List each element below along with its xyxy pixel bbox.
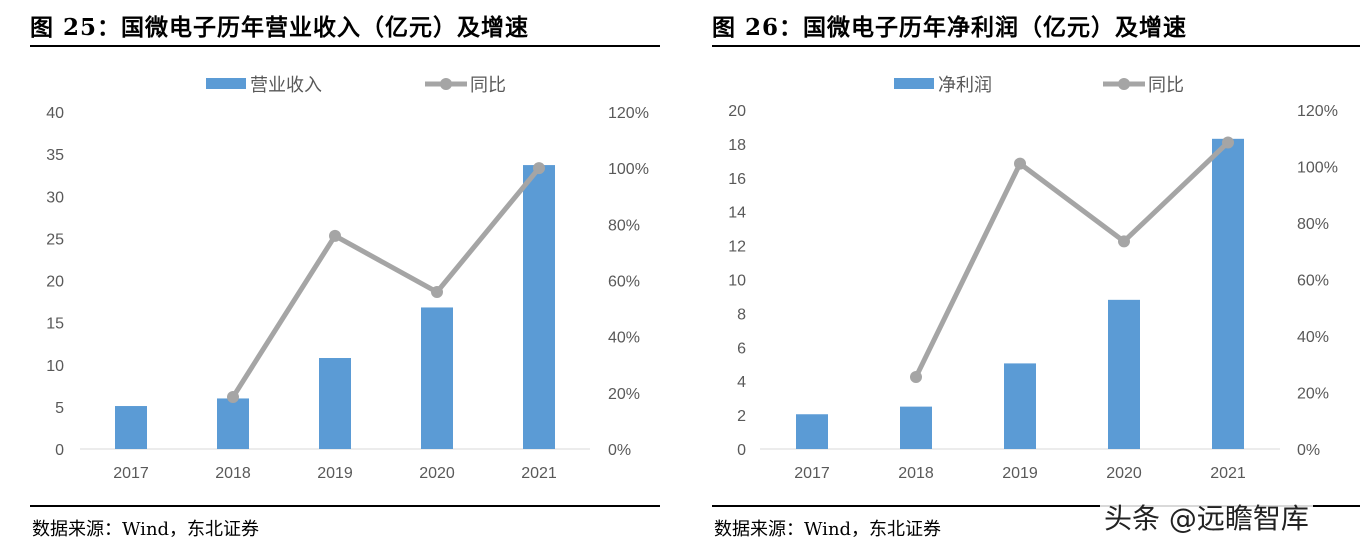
title-rule-1 [30,45,660,47]
y2-tick-label: 120% [1297,103,1338,120]
y2-tick-label: 20% [608,386,640,403]
chart-title-1: 图 25：国微电子历年营业收入（亿元）及增速 [30,14,530,41]
bar-2018 [217,398,249,449]
bar-2019 [319,358,351,449]
y-tick-label: 40 [46,105,64,122]
y-tick-label: 8 [737,306,746,323]
x-tick-label: 2017 [794,465,830,482]
growth-point [227,391,239,404]
y2-tick-label: 80% [608,217,640,234]
x-tick-label: 2018 [215,465,251,482]
legend-line-marker [1118,78,1130,90]
growth-point [329,229,341,242]
y-tick-label: 16 [728,171,746,188]
x-tick-label: 2019 [1002,465,1038,482]
source-text-2: 数据来源：Wind，东北证券 [714,519,942,540]
x-tick-label: 2020 [1106,465,1142,482]
y2-tick-label: 100% [1297,160,1338,177]
legend-line-marker [440,78,452,90]
y2-tick-label: 120% [608,105,649,122]
bar-2021 [1212,138,1244,449]
y-tick-label: 10 [46,358,64,375]
growth-line [913,140,1230,379]
x-tick-label: 2017 [113,465,149,482]
growth-point [1222,136,1234,149]
bar-2020 [1108,299,1140,449]
y2-tick-label: 0% [608,442,631,459]
legend-line-label: 同比 [1148,75,1184,95]
bar-2019 [1004,363,1036,449]
legend-bar-swatch [894,78,934,89]
growth-point [431,286,443,299]
growth-line [230,166,541,399]
y2-tick-label: 100% [608,161,649,178]
watermark: 头条 @远瞻智库 [1100,497,1313,537]
x-tick-label: 2019 [317,465,353,482]
chart-title-2: 图 26：国微电子历年净利润（亿元）及增速 [712,14,1188,41]
source-rule-2 [712,505,1360,507]
y-tick-label: 12 [728,239,746,256]
legend-bar-swatch [206,78,246,89]
y-tick-label: 18 [728,137,746,154]
source-rule-1 [30,505,660,507]
source-text-1: 数据来源：Wind，东北证券 [32,519,260,540]
y-tick-label: 5 [55,400,64,417]
bar-2018 [900,406,932,449]
x-tick-label: 2021 [521,465,557,482]
y2-tick-label: 60% [608,274,640,291]
growth-point [533,162,545,175]
bar-2017 [115,406,147,449]
y-tick-label: 30 [46,189,64,206]
x-tick-label: 2021 [1210,465,1246,482]
y-tick-label: 10 [728,273,746,290]
growth-point [1014,157,1026,170]
growth-point [910,370,922,383]
x-tick-label: 2018 [898,465,934,482]
y2-tick-label: 80% [1297,216,1329,233]
bar-2017 [796,414,828,449]
y2-tick-label: 60% [1297,273,1329,290]
y-tick-label: 20 [46,274,64,291]
y2-tick-label: 40% [1297,329,1329,346]
title-rule-2 [712,45,1360,47]
y-tick-label: 0 [55,442,64,459]
legend-bar-label: 净利润 [938,75,992,95]
y-tick-label: 4 [737,374,746,391]
y-tick-label: 35 [46,147,64,164]
y2-tick-label: 20% [1297,386,1329,403]
bar-2020 [421,307,453,449]
y-tick-label: 15 [46,316,64,333]
y2-tick-label: 40% [608,330,640,347]
y-tick-label: 14 [728,205,746,222]
x-tick-label: 2020 [419,465,455,482]
y2-tick-label: 0% [1297,442,1320,459]
y-tick-label: 2 [737,408,746,425]
bar-2021 [523,165,555,449]
legend-bar-label: 营业收入 [250,75,322,95]
y-tick-label: 25 [46,231,64,248]
growth-point [1118,235,1130,248]
y-tick-label: 6 [737,340,746,357]
legend-line-label: 同比 [470,75,506,95]
y-tick-label: 0 [737,442,746,459]
y-tick-label: 20 [728,103,746,120]
